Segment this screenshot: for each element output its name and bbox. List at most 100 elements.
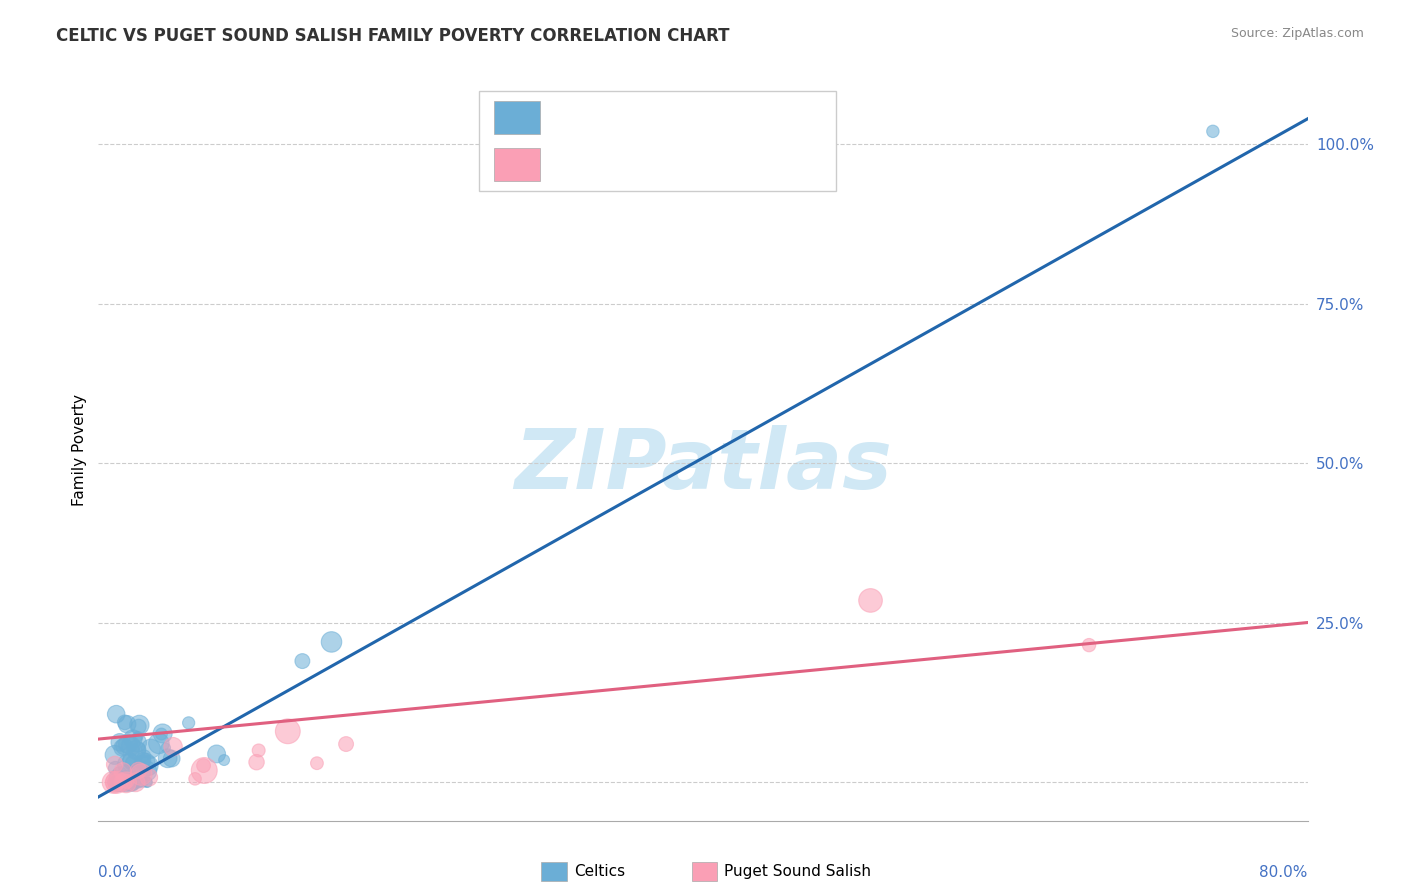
Point xyxy=(122,756,145,771)
Point xyxy=(193,764,215,778)
Text: CELTIC VS PUGET SOUND SALISH FAMILY POVERTY CORRELATION CHART: CELTIC VS PUGET SOUND SALISH FAMILY POVE… xyxy=(56,27,730,45)
Point xyxy=(121,775,143,789)
Point xyxy=(193,758,215,772)
Point xyxy=(277,724,299,739)
Point xyxy=(104,761,127,775)
Point xyxy=(148,736,170,750)
Point xyxy=(107,775,129,789)
Point xyxy=(138,771,160,785)
Point xyxy=(205,747,228,761)
Point xyxy=(127,775,149,789)
Point xyxy=(131,756,153,770)
Point xyxy=(125,743,148,757)
Point xyxy=(105,707,128,722)
Point xyxy=(104,769,127,783)
Point xyxy=(128,720,150,734)
Point xyxy=(112,739,135,754)
Point xyxy=(156,751,179,765)
Point xyxy=(124,775,146,789)
Point xyxy=(110,775,132,789)
Point xyxy=(110,775,132,789)
Point xyxy=(245,755,267,769)
Point xyxy=(115,766,138,780)
Point xyxy=(247,743,270,757)
Point xyxy=(122,743,145,757)
Point xyxy=(155,740,177,755)
Point xyxy=(115,775,138,789)
Point xyxy=(152,726,174,740)
Point xyxy=(128,742,150,756)
Point xyxy=(112,775,135,789)
Point xyxy=(305,756,328,771)
Point xyxy=(135,775,157,789)
Point xyxy=(115,717,138,731)
Point xyxy=(111,775,134,789)
Point xyxy=(212,753,235,767)
Text: Puget Sound Salish: Puget Sound Salish xyxy=(724,864,872,879)
Point xyxy=(105,775,128,789)
Point xyxy=(135,764,157,778)
Point xyxy=(103,775,125,789)
Point xyxy=(104,757,127,772)
Point xyxy=(162,739,184,754)
Point xyxy=(115,775,138,789)
Point xyxy=(111,775,134,789)
Text: 0.0%: 0.0% xyxy=(98,865,138,880)
Y-axis label: Family Poverty: Family Poverty xyxy=(72,394,87,507)
Point xyxy=(111,770,134,784)
Point xyxy=(1078,638,1101,652)
Point xyxy=(121,775,143,789)
Point xyxy=(136,775,159,789)
Point xyxy=(104,747,127,762)
Point xyxy=(135,755,157,769)
Point xyxy=(136,758,159,772)
Point xyxy=(120,739,142,753)
Point xyxy=(160,751,183,765)
Point xyxy=(127,764,149,778)
Point xyxy=(128,775,150,789)
Point xyxy=(112,775,135,789)
Text: Celtics: Celtics xyxy=(574,864,624,879)
Point xyxy=(131,765,153,780)
Point xyxy=(105,775,128,789)
Point xyxy=(184,772,207,786)
Point xyxy=(108,735,131,749)
Point xyxy=(117,775,139,789)
Point xyxy=(129,767,152,781)
Point xyxy=(120,775,142,789)
Point xyxy=(132,753,155,767)
Point xyxy=(132,775,155,789)
Point xyxy=(120,754,142,768)
Point xyxy=(111,764,134,779)
Text: 80.0%: 80.0% xyxy=(1260,865,1308,880)
Point xyxy=(321,635,343,649)
Point xyxy=(134,749,156,764)
Point xyxy=(127,730,149,744)
Point xyxy=(122,775,145,789)
Point xyxy=(112,775,135,789)
Point xyxy=(122,731,145,746)
Point xyxy=(117,775,139,789)
Point xyxy=(177,715,200,730)
Point xyxy=(108,767,131,781)
Point xyxy=(120,755,142,769)
Point xyxy=(105,775,128,789)
Point xyxy=(150,727,173,741)
Text: Source: ZipAtlas.com: Source: ZipAtlas.com xyxy=(1230,27,1364,40)
Point xyxy=(128,718,150,732)
Point xyxy=(117,775,139,789)
Point xyxy=(107,775,129,789)
Point xyxy=(115,775,138,789)
Point xyxy=(111,740,134,755)
Point xyxy=(139,741,162,756)
Point xyxy=(117,737,139,751)
Point xyxy=(291,654,314,668)
Point xyxy=(335,737,357,751)
Point xyxy=(104,775,127,789)
Point xyxy=(115,774,138,789)
Point xyxy=(1202,124,1225,138)
Point xyxy=(127,736,149,750)
Point xyxy=(111,775,134,789)
Point xyxy=(117,773,139,788)
Point xyxy=(114,715,136,730)
